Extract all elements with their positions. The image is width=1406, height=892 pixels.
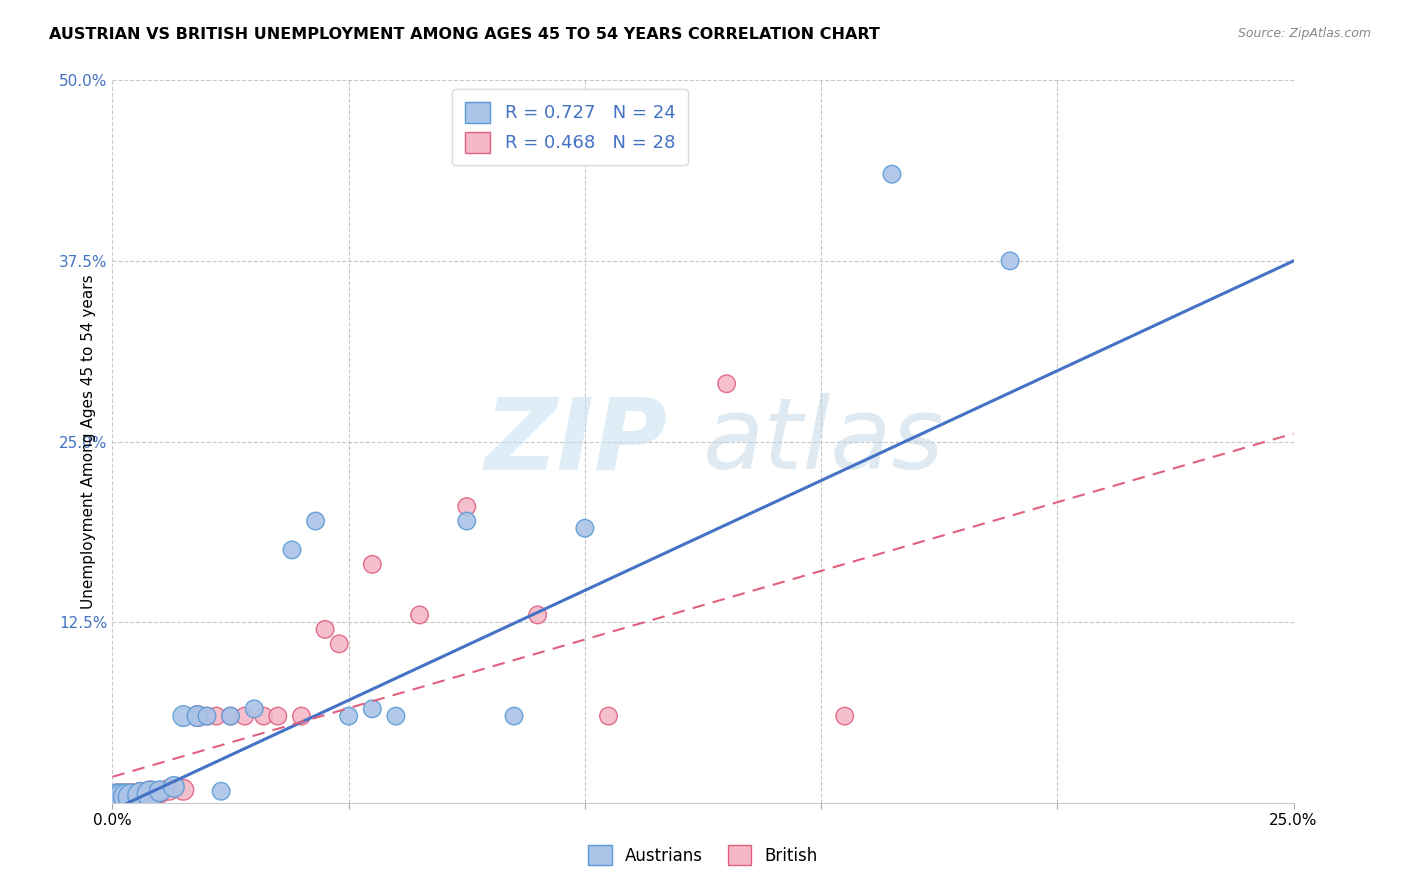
Text: Source: ZipAtlas.com: Source: ZipAtlas.com (1237, 27, 1371, 40)
Point (253, 709, 276, 723)
Point (186, 709, 208, 723)
Point (111, 790, 134, 805)
Point (157, 782, 180, 797)
Legend: Austrians, British: Austrians, British (578, 836, 828, 875)
Point (135, 789, 157, 803)
Text: AUSTRIAN VS BRITISH UNEMPLOYMENT AMONG AGES 45 TO 54 YEARS CORRELATION CHART: AUSTRIAN VS BRITISH UNEMPLOYMENT AMONG A… (49, 27, 880, 42)
Point (129, 789, 152, 803)
Point (281, 542, 304, 557)
Point (267, 709, 290, 723)
Text: ZIP: ZIP (485, 393, 668, 490)
Point (456, 500, 478, 514)
Point (598, 709, 620, 723)
Point (361, 702, 384, 716)
Point (125, 790, 148, 805)
Point (115, 790, 138, 805)
Point (105, 790, 128, 805)
Point (880, 167, 903, 181)
Point (163, 780, 186, 794)
Point (172, 709, 194, 723)
Point (129, 789, 152, 803)
Point (115, 790, 138, 805)
Point (195, 709, 218, 723)
Text: atlas: atlas (703, 393, 945, 490)
Point (219, 709, 242, 723)
Point (574, 521, 596, 535)
Point (290, 709, 312, 723)
Point (304, 514, 326, 528)
Point (111, 790, 134, 805)
Point (503, 709, 526, 723)
Legend: R = 0.727   N = 24, R = 0.468   N = 28: R = 0.727 N = 24, R = 0.468 N = 28 (453, 89, 688, 165)
Point (998, 253, 1021, 268)
Point (243, 702, 266, 716)
Point (219, 709, 242, 723)
Point (172, 782, 194, 797)
Point (205, 709, 228, 723)
Point (195, 709, 218, 723)
Point (149, 784, 172, 798)
Point (139, 787, 162, 801)
Point (337, 709, 360, 723)
Point (328, 637, 350, 651)
Point (716, 376, 738, 391)
Point (456, 514, 478, 528)
Point (526, 607, 548, 622)
Point (834, 709, 856, 723)
Point (186, 709, 208, 723)
Point (209, 784, 232, 798)
Point (314, 623, 336, 637)
Point (120, 790, 142, 805)
Point (385, 709, 408, 723)
Point (149, 786, 172, 800)
Point (233, 709, 256, 723)
Point (139, 787, 162, 801)
Point (105, 790, 128, 805)
Y-axis label: Unemployment Among Ages 45 to 54 years: Unemployment Among Ages 45 to 54 years (80, 274, 96, 609)
Point (361, 558, 384, 572)
Point (408, 607, 430, 622)
Point (120, 790, 142, 805)
